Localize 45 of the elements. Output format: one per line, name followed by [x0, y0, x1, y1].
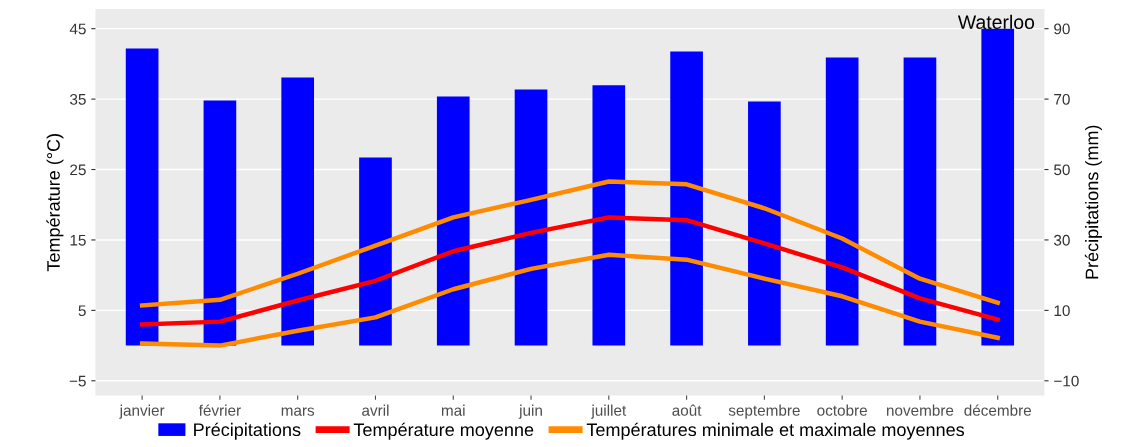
y2-tick-label: 90	[1054, 23, 1070, 35]
x-tick-label: mars	[281, 407, 315, 416]
x-tick-label: février	[198, 404, 241, 416]
y-tick-label: 35	[70, 93, 86, 105]
x-tick-label: août	[672, 404, 702, 416]
bar	[125, 48, 159, 346]
x-tick-label: novembre	[886, 404, 954, 416]
y-tick-label: −5	[69, 375, 86, 387]
legend-label: Précipitations	[194, 422, 301, 440]
bar	[825, 57, 859, 346]
bar	[748, 101, 781, 346]
bar	[903, 57, 937, 346]
bar	[436, 96, 470, 346]
x-tick-label: septembre	[728, 404, 800, 419]
bar	[981, 28, 1015, 346]
y-axis-title: Température (°C)	[46, 134, 64, 272]
y2-tick-label: 50	[1054, 164, 1070, 176]
y2-axis-title: Précipitations (mm)	[1084, 125, 1102, 279]
y-tick-label: 15	[70, 234, 86, 246]
line-series	[139, 215, 1000, 327]
legend-label: Température moyenne	[353, 422, 534, 440]
x-tick-label: octobre	[817, 404, 867, 416]
bar	[670, 51, 703, 346]
x-tick-label: juillet	[591, 404, 627, 419]
bar	[281, 77, 315, 346]
bar	[359, 157, 392, 346]
chart-title: Waterloo	[957, 14, 1035, 30]
legend-label: Températures minimale et maximale moyennes	[586, 422, 965, 440]
x-tick-label: janvier	[119, 404, 165, 419]
x-tick-label: avril	[362, 404, 389, 416]
y2-tick-label: −10	[1054, 375, 1079, 387]
bar	[592, 85, 626, 346]
bar	[203, 100, 237, 346]
bar	[514, 89, 548, 346]
y2-tick-label: 10	[1054, 305, 1070, 317]
y-tick-label: 25	[70, 164, 86, 176]
y2-tick-label: 70	[1054, 93, 1070, 105]
line-series	[139, 252, 1000, 348]
x-tick-label: juin	[518, 404, 542, 419]
line-series	[139, 179, 1000, 308]
x-tick-label: mai	[441, 404, 465, 416]
y-tick-label: 5	[78, 305, 86, 317]
y2-tick-label: 30	[1054, 234, 1070, 246]
y-tick-label: 45	[69, 23, 86, 35]
x-tick-label: décembre	[964, 404, 1032, 416]
